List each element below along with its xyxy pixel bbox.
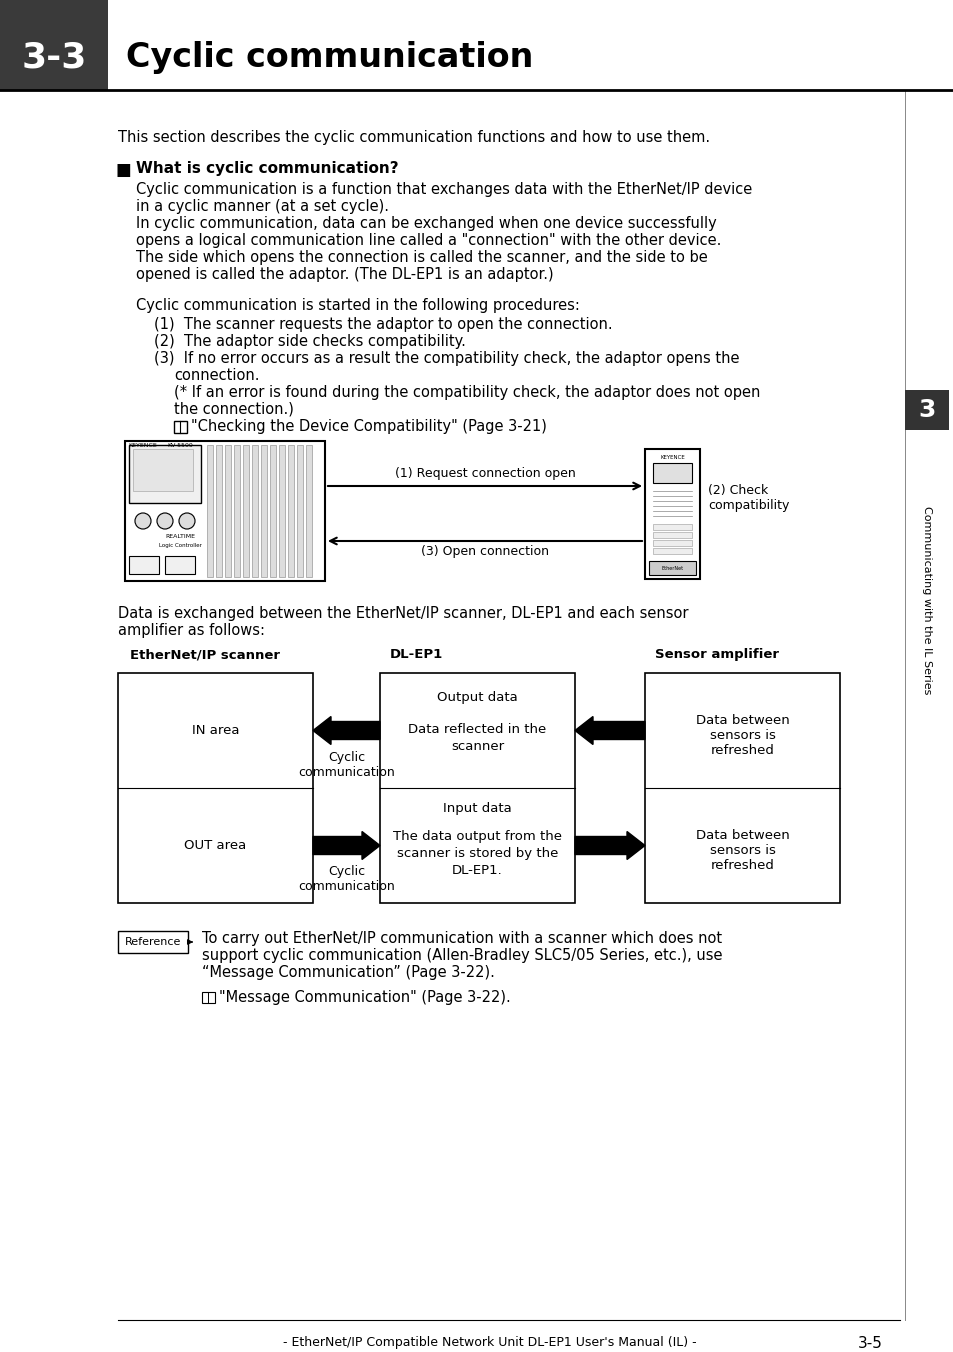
- Text: Cyclic communication is started in the following procedures:: Cyclic communication is started in the f…: [136, 297, 579, 314]
- Text: This section describes the cyclic communication functions and how to use them.: This section describes the cyclic commun…: [118, 130, 709, 145]
- Bar: [652, 531, 691, 538]
- Text: 3: 3: [918, 397, 935, 422]
- Text: Data is exchanged between the EtherNet/IP scanner, DL-EP1 and each sensor: Data is exchanged between the EtherNet/I…: [118, 606, 688, 621]
- Bar: [108, 0, 953, 91]
- Bar: [129, 556, 159, 575]
- Text: Cyclic communication is a function that exchanges data with the EtherNet/IP devi: Cyclic communication is a function that …: [136, 183, 752, 197]
- Polygon shape: [313, 831, 379, 860]
- Text: In cyclic communication, data can be exchanged when one device successfully: In cyclic communication, data can be exc…: [136, 216, 716, 231]
- Text: Cyclic communication: Cyclic communication: [126, 41, 533, 73]
- Text: refreshed: refreshed: [710, 859, 774, 872]
- Bar: [904, 389, 948, 430]
- Text: Data between: Data between: [695, 714, 788, 727]
- Bar: [652, 539, 691, 546]
- Text: connection.: connection.: [173, 368, 259, 383]
- Text: (1) Request connection open: (1) Request connection open: [395, 466, 575, 480]
- Text: EtherNet: EtherNet: [660, 565, 683, 571]
- Polygon shape: [313, 717, 379, 745]
- Text: refreshed: refreshed: [710, 744, 774, 757]
- Bar: [243, 445, 249, 577]
- Bar: [648, 561, 696, 575]
- Bar: [173, 420, 187, 433]
- Text: Reference: Reference: [125, 937, 181, 946]
- Text: the connection.): the connection.): [173, 402, 294, 416]
- Text: - EtherNet/IP Compatible Network Unit DL-EP1 User's Manual (IL) -: - EtherNet/IP Compatible Network Unit DL…: [283, 1336, 696, 1349]
- Text: opens a logical communication line called a "connection" with the other device.: opens a logical communication line calle…: [136, 233, 720, 247]
- Text: sensors is: sensors is: [709, 729, 775, 742]
- Bar: [129, 445, 201, 503]
- Bar: [261, 445, 267, 577]
- Bar: [207, 445, 213, 577]
- Polygon shape: [575, 831, 644, 860]
- Bar: [165, 556, 194, 575]
- Text: Input data: Input data: [442, 802, 512, 815]
- Text: 3-3: 3-3: [21, 41, 87, 74]
- Bar: [270, 445, 275, 577]
- Text: sensors is: sensors is: [709, 844, 775, 857]
- Bar: [652, 462, 691, 483]
- Bar: [306, 445, 312, 577]
- Text: "Message Communication" (Page 3-22).: "Message Communication" (Page 3-22).: [219, 990, 510, 1005]
- Text: OUT area: OUT area: [184, 840, 247, 852]
- Text: Data reflected in the: Data reflected in the: [408, 723, 546, 735]
- Text: (2)  The adaptor side checks compatibility.: (2) The adaptor side checks compatibilit…: [153, 334, 465, 349]
- Text: Data between: Data between: [695, 829, 788, 842]
- Circle shape: [157, 512, 172, 529]
- Text: Cyclic
communication: Cyclic communication: [297, 865, 395, 894]
- Text: in a cyclic manner (at a set cycle).: in a cyclic manner (at a set cycle).: [136, 199, 389, 214]
- Bar: [118, 673, 313, 903]
- Text: amplifier as follows:: amplifier as follows:: [118, 623, 265, 638]
- Polygon shape: [575, 717, 644, 745]
- Text: “Message Communication” (Page 3-22).: “Message Communication” (Page 3-22).: [202, 965, 495, 980]
- Text: (3)  If no error occurs as a result the compatibility check, the adaptor opens t: (3) If no error occurs as a result the c…: [153, 352, 739, 366]
- Bar: [652, 525, 691, 530]
- Text: ■: ■: [116, 161, 132, 178]
- Bar: [379, 673, 575, 903]
- Text: 3-5: 3-5: [857, 1336, 882, 1351]
- Circle shape: [179, 512, 194, 529]
- Text: To carry out EtherNet/IP communication with a scanner which does not: To carry out EtherNet/IP communication w…: [202, 932, 721, 946]
- Bar: [118, 932, 188, 953]
- Text: KV-5500: KV-5500: [167, 443, 193, 448]
- Text: support cyclic communication (Allen-Bradley SLC5/05 Series, etc.), use: support cyclic communication (Allen-Brad…: [202, 948, 721, 963]
- Bar: [288, 445, 294, 577]
- Bar: [252, 445, 257, 577]
- Text: "Checking the Device Compatibility" (Page 3-21): "Checking the Device Compatibility" (Pag…: [191, 419, 546, 434]
- Bar: [215, 445, 222, 577]
- Bar: [0, 0, 953, 91]
- Text: scanner is stored by the: scanner is stored by the: [396, 846, 558, 860]
- Bar: [644, 673, 840, 903]
- Text: KEYENCE: KEYENCE: [659, 456, 684, 460]
- Text: The side which opens the connection is called the scanner, and the side to be: The side which opens the connection is c…: [136, 250, 707, 265]
- Bar: [202, 992, 214, 1003]
- Text: The data output from the: The data output from the: [393, 830, 561, 844]
- Bar: [132, 449, 193, 491]
- Text: Cyclic
communication: Cyclic communication: [297, 750, 395, 779]
- Bar: [125, 441, 325, 581]
- Text: (3) Open connection: (3) Open connection: [420, 545, 548, 558]
- Text: (1)  The scanner requests the adaptor to open the connection.: (1) The scanner requests the adaptor to …: [153, 316, 612, 333]
- Text: EtherNet/IP scanner: EtherNet/IP scanner: [130, 648, 280, 661]
- Bar: [278, 445, 285, 577]
- Text: DL-EP1: DL-EP1: [390, 648, 443, 661]
- Text: KEYENCE: KEYENCE: [128, 443, 156, 448]
- Bar: [296, 445, 303, 577]
- Text: Logic Controller: Logic Controller: [158, 544, 201, 549]
- Text: Output data: Output data: [436, 691, 517, 704]
- Text: opened is called the adaptor. (The DL-EP1 is an adaptor.): opened is called the adaptor. (The DL-EP…: [136, 266, 553, 283]
- Text: (2) Check
compatibility: (2) Check compatibility: [707, 484, 788, 512]
- Text: DL-EP1.: DL-EP1.: [452, 864, 502, 877]
- Text: (* If an error is found during the compatibility check, the adaptor does not ope: (* If an error is found during the compa…: [173, 385, 760, 400]
- Text: scanner: scanner: [451, 740, 503, 753]
- Text: REALTIME: REALTIME: [165, 534, 194, 539]
- Bar: [225, 445, 231, 577]
- Text: IN area: IN area: [192, 725, 239, 737]
- Text: Sensor amplifier: Sensor amplifier: [655, 648, 779, 661]
- Text: What is cyclic communication?: What is cyclic communication?: [136, 161, 398, 176]
- Bar: [652, 548, 691, 554]
- Bar: [644, 449, 700, 579]
- Bar: [233, 445, 240, 577]
- Text: Communicating with the IL Series: Communicating with the IL Series: [921, 506, 931, 694]
- Circle shape: [135, 512, 151, 529]
